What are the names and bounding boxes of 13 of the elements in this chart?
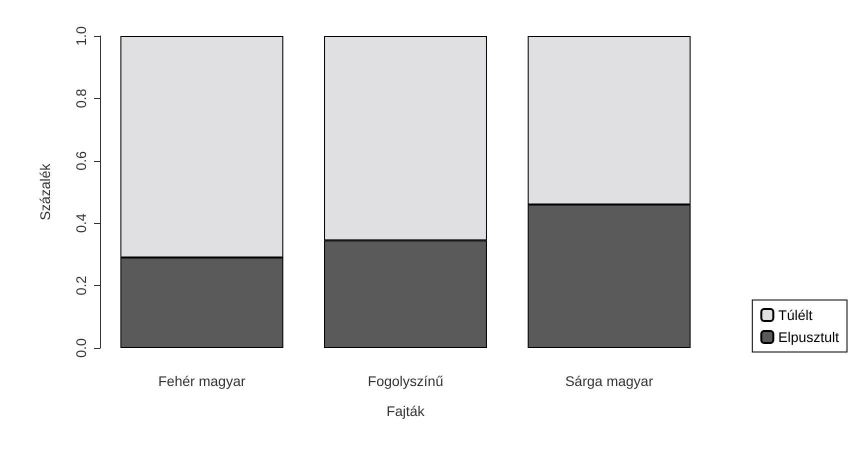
y-tick-label: 0.4	[73, 213, 89, 233]
legend-label: Túlélt	[778, 307, 813, 323]
x-tick-label: Sárga magyar	[565, 373, 654, 389]
y-tick-label: 0.8	[73, 88, 89, 108]
x-tick-label: Fehér magyar	[158, 373, 246, 389]
y-tick-label: 0.0	[73, 338, 89, 358]
y-tick-label: 0.6	[73, 150, 89, 171]
legend-label: Elpusztult	[778, 329, 840, 345]
x-tick-label: Fogolyszínű	[368, 373, 444, 389]
x-axis-title: Fajták	[386, 403, 426, 419]
y-tick-label: 0.2	[73, 276, 89, 296]
y-axis-title: Százalék	[37, 162, 53, 220]
y-tick-label: 1.0	[73, 26, 89, 46]
